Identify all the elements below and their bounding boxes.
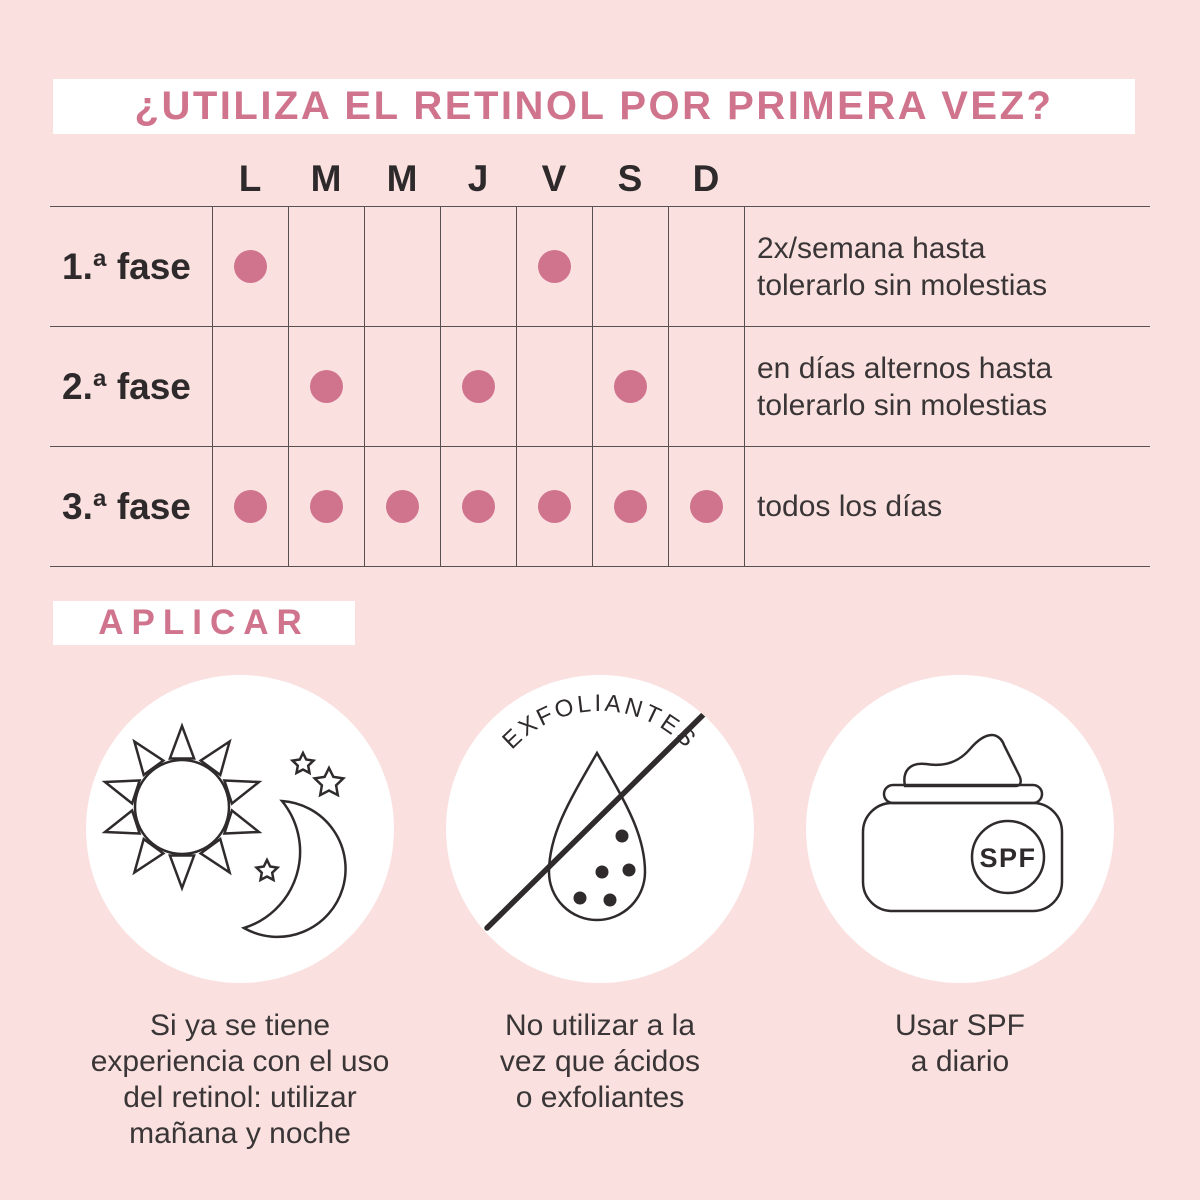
- dose-dot: [462, 490, 495, 523]
- spf-cream-jar-icon: SPF: [806, 675, 1114, 983]
- cream-swirl-icon: [903, 733, 1022, 788]
- weekday-label: S: [617, 158, 643, 199]
- moon-icon: [240, 799, 347, 939]
- day-cell: [212, 446, 288, 566]
- dose-dot: [538, 250, 571, 283]
- stars-icon: [253, 750, 346, 883]
- weekday-label: M: [386, 158, 418, 199]
- weekday-label: V: [541, 158, 567, 199]
- day-cell: [212, 206, 288, 326]
- apply-item-no-exfoliants: EXFOLIANTES No utilizar a la vez que áci…: [410, 675, 790, 1116]
- apply-item-spf: SPF Usar SPF a diario: [770, 675, 1150, 1080]
- caption-morning-night: Si ya se tiene experiencia con el uso de…: [90, 1009, 390, 1150]
- phase-note: 2x/semana hasta tolerarlo sin molestias: [744, 206, 1150, 326]
- day-cell: [668, 206, 744, 326]
- sun-moon-stars-icon: [86, 675, 394, 983]
- no-exfoliants-droplet-icon: EXFOLIANTES: [446, 675, 754, 983]
- slash-icon: [484, 710, 708, 931]
- phase-label: 1.ª fase: [50, 206, 212, 326]
- phase-note: en días alternos hasta tolerarlo sin mol…: [744, 326, 1150, 446]
- day-cell: [440, 206, 516, 326]
- day-cell: [516, 326, 592, 446]
- dose-dot: [538, 490, 571, 523]
- title-banner: ¿UTILIZA EL RETINOL POR PRIMERA VEZ?: [53, 79, 1135, 134]
- caption-spf: Usar SPF a diario: [894, 1009, 1026, 1078]
- day-cell: [364, 326, 440, 446]
- phase-label: 2.ª fase: [50, 326, 212, 446]
- dose-dot: [234, 490, 267, 523]
- dose-dot: [386, 490, 419, 523]
- dose-dot: [310, 490, 343, 523]
- dose-dot: [234, 250, 267, 283]
- dose-dot: [462, 370, 495, 403]
- weekday-label: J: [467, 158, 489, 199]
- jar-body: [861, 801, 1064, 913]
- droplet-icon: [547, 750, 647, 922]
- dose-dot: [614, 370, 647, 403]
- day-cell: [516, 446, 592, 566]
- phase-note: todos los días: [744, 446, 1150, 566]
- schedule-table: 1.ª fase 2x/semana hasta tolerarlo sin mo…: [50, 206, 1150, 567]
- caption-no-exfoliants: No utilizar a la vez que ácidos o exfoli…: [499, 1009, 701, 1114]
- apply-item-morning-night: Si ya se tiene experiencia con el uso de…: [50, 675, 430, 1152]
- day-cell: [288, 326, 364, 446]
- day-cell: [516, 206, 592, 326]
- no-exfoliants-graphic: EXFOLIANTES: [484, 690, 708, 931]
- dose-dot: [614, 490, 647, 523]
- day-cell: [592, 206, 668, 326]
- day-cell: [212, 326, 288, 446]
- weekday-label: L: [238, 158, 262, 199]
- spf-badge-label: SPF: [979, 843, 1036, 873]
- day-cell: [668, 446, 744, 566]
- dose-dot: [310, 370, 343, 403]
- day-cell: [440, 446, 516, 566]
- day-cell: [288, 446, 364, 566]
- day-cell: [668, 326, 744, 446]
- page-title: ¿UTILIZA EL RETINOL POR PRIMERA VEZ?: [134, 84, 1054, 128]
- spf-jar-graphic: SPF: [861, 733, 1064, 913]
- sun-icon: [101, 722, 263, 892]
- day-cell: [364, 206, 440, 326]
- droplet-dots: [573, 829, 636, 907]
- aplicar-heading: APLICAR: [98, 603, 310, 642]
- day-cell: [364, 446, 440, 566]
- aplicar-banner: APLICAR: [53, 601, 355, 645]
- day-cell: [288, 206, 364, 326]
- dose-dot: [690, 490, 723, 523]
- jar-lid: [882, 783, 1044, 805]
- weekday-label: D: [692, 158, 720, 199]
- spf-badge-circle: [970, 819, 1046, 895]
- day-cell: [592, 446, 668, 566]
- day-cell: [592, 326, 668, 446]
- sun-moon-stars-graphic: [101, 722, 347, 939]
- day-cell: [440, 326, 516, 446]
- phase-label: 3.ª fase: [50, 446, 212, 566]
- weekday-label: M: [310, 158, 342, 199]
